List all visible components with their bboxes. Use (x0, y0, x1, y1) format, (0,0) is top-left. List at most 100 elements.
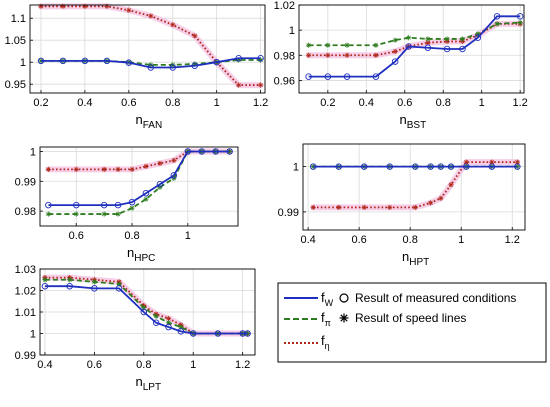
data-point (177, 328, 185, 335)
x-tick-label: 1.2 (505, 234, 520, 246)
data-point (325, 52, 331, 58)
data-point (309, 163, 317, 170)
data-point (226, 148, 233, 155)
data-point (73, 166, 79, 172)
data-point (129, 166, 135, 172)
data-point (344, 42, 350, 48)
x-tick-label: 1.2 (235, 359, 250, 371)
data-point (494, 21, 500, 27)
data-point (392, 37, 398, 43)
y-tick-label: 1.03 (15, 264, 36, 276)
data-point (514, 163, 521, 170)
data-point (373, 52, 379, 58)
legend-entry-speedlines: Result of speed lines (339, 311, 466, 325)
x-tick-label: 0.8 (436, 97, 451, 109)
data-point (100, 201, 108, 209)
legend-entry-fpi: fπ (284, 310, 331, 328)
series-line-fw (40, 57, 261, 69)
data-point (45, 211, 51, 217)
legend-entry-feta: fη (284, 333, 330, 351)
data-point (125, 59, 133, 66)
data-point (142, 189, 150, 197)
data-point (405, 43, 412, 50)
data-point (493, 13, 501, 20)
data-point (437, 163, 445, 170)
x-tick-label: 1 (479, 97, 485, 109)
x-axis-label: nFAN (136, 112, 163, 131)
subplot-fan: 0.2 0.4 0.6 0.8 1 1.2 0.95 1 1.05 1.1 nFAN (5, 3, 268, 131)
data-point (517, 20, 523, 26)
data-point (143, 163, 149, 169)
data-point (258, 82, 264, 88)
y-tick-label: 1.02 (274, 0, 295, 12)
y-tick-label: 0.95 (5, 79, 26, 91)
y-tick-label: 1 (293, 162, 299, 174)
data-point (45, 201, 52, 209)
data-point (170, 22, 176, 28)
data-point (126, 7, 132, 13)
x-tick-label: 0.6 (121, 97, 136, 109)
y-tick-label: 1.01 (15, 307, 36, 319)
data-point (488, 163, 496, 170)
data-point (459, 36, 466, 42)
data-point (235, 54, 242, 62)
data-point (169, 64, 177, 71)
x-axis-label: nLPT (136, 374, 162, 393)
x-axis-label: nBST (400, 112, 427, 131)
x-tick-label: 0.6 (69, 230, 84, 242)
data-point (37, 57, 45, 65)
data-point (244, 330, 251, 337)
data-point (336, 204, 342, 210)
data-point (156, 181, 164, 188)
data-point (189, 330, 197, 337)
y-tick-label: 0.99 (15, 350, 36, 362)
data-point (427, 163, 434, 170)
y-tick-label: 1.02 (15, 286, 36, 298)
y-tick-label: 0.98 (15, 206, 36, 218)
x-tick-label: 0.6 (87, 359, 102, 371)
data-point (60, 3, 66, 9)
data-point (444, 36, 450, 42)
x-axis-label: nHPC (127, 245, 155, 264)
data-point (425, 36, 431, 42)
series-line-fpi (308, 21, 521, 47)
legend-label-feta: fη (321, 333, 330, 351)
data-point (171, 157, 177, 164)
data-point (184, 148, 192, 155)
legend-entry-fw: fW (284, 290, 334, 308)
x-tick-label: 1 (458, 234, 464, 246)
data-point (257, 54, 264, 62)
legend-label-fw: fW (321, 290, 334, 308)
data-point (91, 279, 97, 285)
asterisk-marker-icon (339, 313, 349, 323)
data-point (67, 277, 73, 283)
data-point (128, 198, 136, 206)
data-point (324, 73, 332, 80)
legend: fW fπ fη Result of measured conditions (277, 282, 547, 363)
x-axis-label: nHPT (402, 249, 429, 268)
data-point (214, 330, 222, 337)
data-point (325, 42, 331, 48)
data-point (152, 319, 160, 327)
data-point (212, 148, 219, 155)
data-point (81, 57, 89, 65)
axes-frame (39, 146, 239, 227)
data-point (236, 82, 242, 88)
data-point (392, 48, 398, 55)
data-point (443, 45, 451, 53)
data-point (115, 211, 121, 217)
series-line-fpi (48, 150, 230, 215)
legend-box (277, 282, 547, 363)
data-point (447, 163, 455, 170)
data-point (412, 204, 418, 210)
plot-area (299, 5, 524, 93)
data-point (115, 285, 123, 292)
plot-area (30, 5, 265, 93)
data-point (424, 44, 432, 51)
data-point (101, 166, 107, 172)
plot-area (303, 144, 525, 230)
x-tick-label: 0.4 (77, 97, 92, 109)
y-tick-label: 1 (20, 57, 26, 69)
x-tick-label: 0.4 (300, 234, 315, 246)
